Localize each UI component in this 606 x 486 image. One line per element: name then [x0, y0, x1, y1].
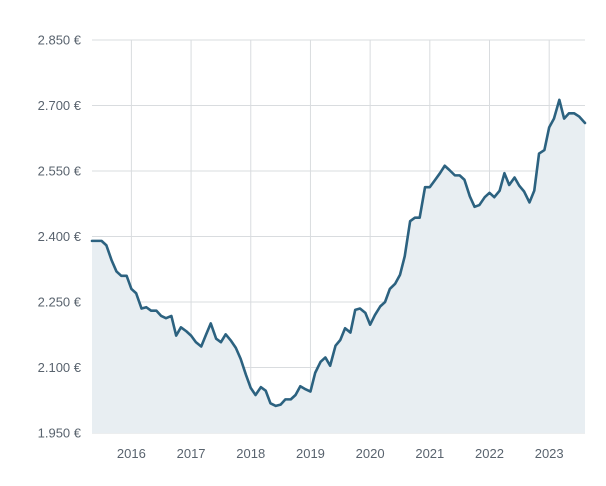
y-tick-label: 2.550 €: [38, 164, 82, 179]
x-tick-label: 2016: [117, 446, 146, 461]
x-tick-label: 2017: [177, 446, 206, 461]
x-tick-label: 2020: [356, 446, 385, 461]
y-tick-label: 1.950 €: [38, 426, 82, 441]
y-tick-label: 2.700 €: [38, 98, 82, 113]
y-axis-tick-labels: 1.950 € 2.100 € 2.250 € 2.400 € 2.550 € 2.700…: [38, 33, 82, 441]
x-tick-label: 2018: [236, 446, 265, 461]
y-tick-label: 2.400 €: [38, 229, 82, 244]
y-tick-label: 2.850 €: [38, 33, 82, 48]
x-tick-label: 2019: [296, 446, 325, 461]
x-tick-label: 2022: [475, 446, 504, 461]
series-line: [90, 98, 587, 408]
y-tick-label: 2.250 €: [38, 295, 82, 310]
y-tick-label: 2.100 €: [38, 360, 82, 375]
series-area: [92, 99, 585, 433]
x-tick-label: 2021: [415, 446, 444, 461]
x-axis-tick-labels: 2016 2017 2018 2019 2020 2021 2022 2023: [117, 446, 564, 461]
x-tick-label: 2023: [535, 446, 564, 461]
